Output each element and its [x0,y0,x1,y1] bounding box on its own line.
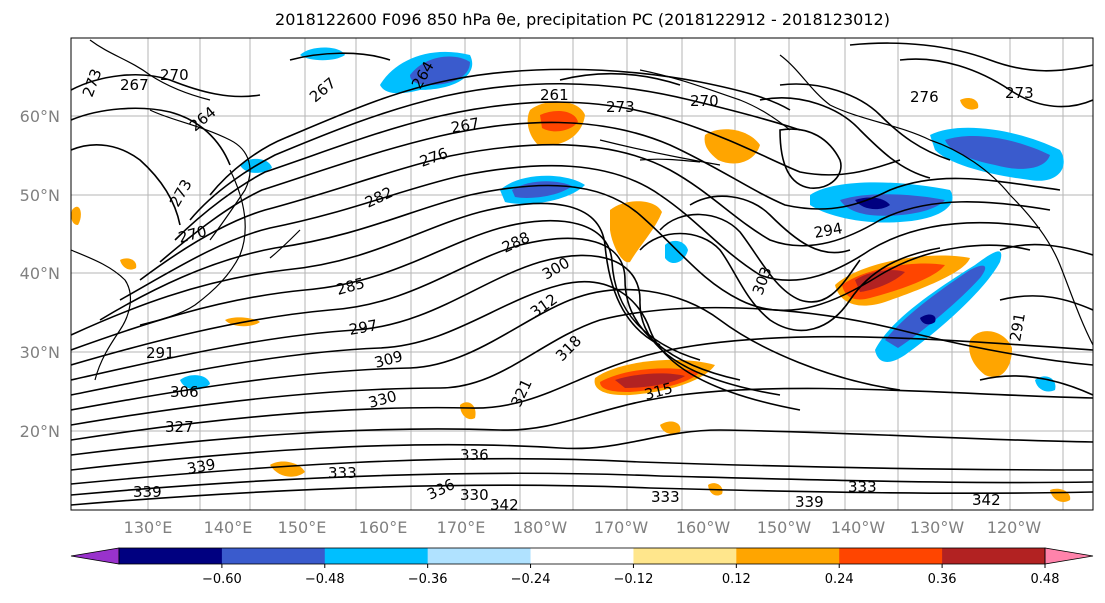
lon-label: 140°W [831,518,886,537]
colorbar-cell [839,548,943,564]
lon-label: 120°W [987,518,1042,537]
contour-label: 291 [146,344,175,362]
latitude-axis: 60°N 50°N 40°N 30°N 20°N [20,107,60,441]
colorbar-frame [118,547,1046,565]
longitude-axis: 130°E 140°E 150°E 160°E 170°E 180°W 170°… [124,518,1042,537]
contour-label: 333 [848,478,877,496]
lon-label: 170°E [437,518,486,537]
colorbar-cell [530,548,634,564]
colorbar-tick-label: −0.24 [511,572,551,587]
contour-label: 267 [120,76,149,94]
colorbar-tick-label: 0.12 [722,572,751,587]
lat-label: 20°N [20,422,60,441]
colorbar-cell [221,548,326,564]
lon-label: 130°W [910,518,965,537]
contour-label: 333 [328,464,357,482]
colorbar-cell [324,548,429,564]
colorbar-tick-label: −0.48 [305,572,345,587]
colorbar-extend-max [1044,547,1094,565]
contour-label: 291 [1006,311,1029,342]
colorbar-cell [119,548,223,564]
contour-label: 270 [690,92,719,110]
contour-label: 339 [795,493,824,511]
lon-label: 160°W [676,518,731,537]
plot-title-area: 2018122600 F096 850 hPa θe, precipitatio… [0,0,1105,34]
contour-label: 297 [348,316,379,339]
colorbar-tick-label: 0.36 [928,572,957,587]
colorbar-tick-label: −0.36 [408,572,448,587]
plot-title: 2018122600 F096 850 hPa θe, precipitatio… [275,10,890,29]
lon-label: 150°W [757,518,812,537]
lon-label: 170°W [594,518,649,537]
contour-label: 270 [160,66,189,84]
colorbar-cell [427,548,532,564]
colorbar-tick-label: −0.12 [614,572,654,587]
contour-label: 339 [186,455,217,478]
lon-label: 160°E [359,518,408,537]
contour-label: 327 [165,418,194,436]
colorbar-tick-label: −0.60 [202,572,242,587]
lat-label: 40°N [20,264,60,283]
negative-precip-shading [180,47,1064,392]
contour-label: 294 [813,219,844,242]
lon-label: 130°E [124,518,173,537]
colorbar-cell [633,548,737,564]
positive-precip-shading [71,97,1071,502]
lat-label: 50°N [20,186,60,205]
contour-label: 276 [910,88,939,106]
contour-label: 336 [460,446,489,464]
lat-label: 60°N [20,107,60,126]
contour-label: 339 [133,483,162,501]
colorbar-cell [736,548,840,564]
contour-label: 273 [1005,84,1034,102]
colorbar: −0.60 −0.48 −0.36 −0.24 −0.12 0.12 0.24 0.36 0.4… [70,547,1094,587]
contour-label: 342 [490,496,519,514]
contour-label: 273 [606,98,635,116]
contour-label: 330 [460,486,489,504]
lon-label: 150°E [278,518,327,537]
contour-label: 267 [450,114,481,137]
coastlines [71,39,1093,381]
lon-label: 140°E [204,518,253,537]
map-frame [70,37,1094,511]
colorbar-cell [942,548,1046,564]
theta-e-contours [71,42,1093,506]
contour-label: 261 [540,86,569,104]
lon-label: 180°W [513,518,568,537]
colorbar-extend-min [70,547,120,565]
contour-label: 333 [651,488,680,506]
lat-label: 30°N [20,343,60,362]
colorbar-tick-label: 0.48 [1031,572,1060,587]
contour-label: 306 [170,383,199,401]
contour-label: 342 [972,491,1001,509]
colorbar-tick-label: 0.24 [825,572,854,587]
